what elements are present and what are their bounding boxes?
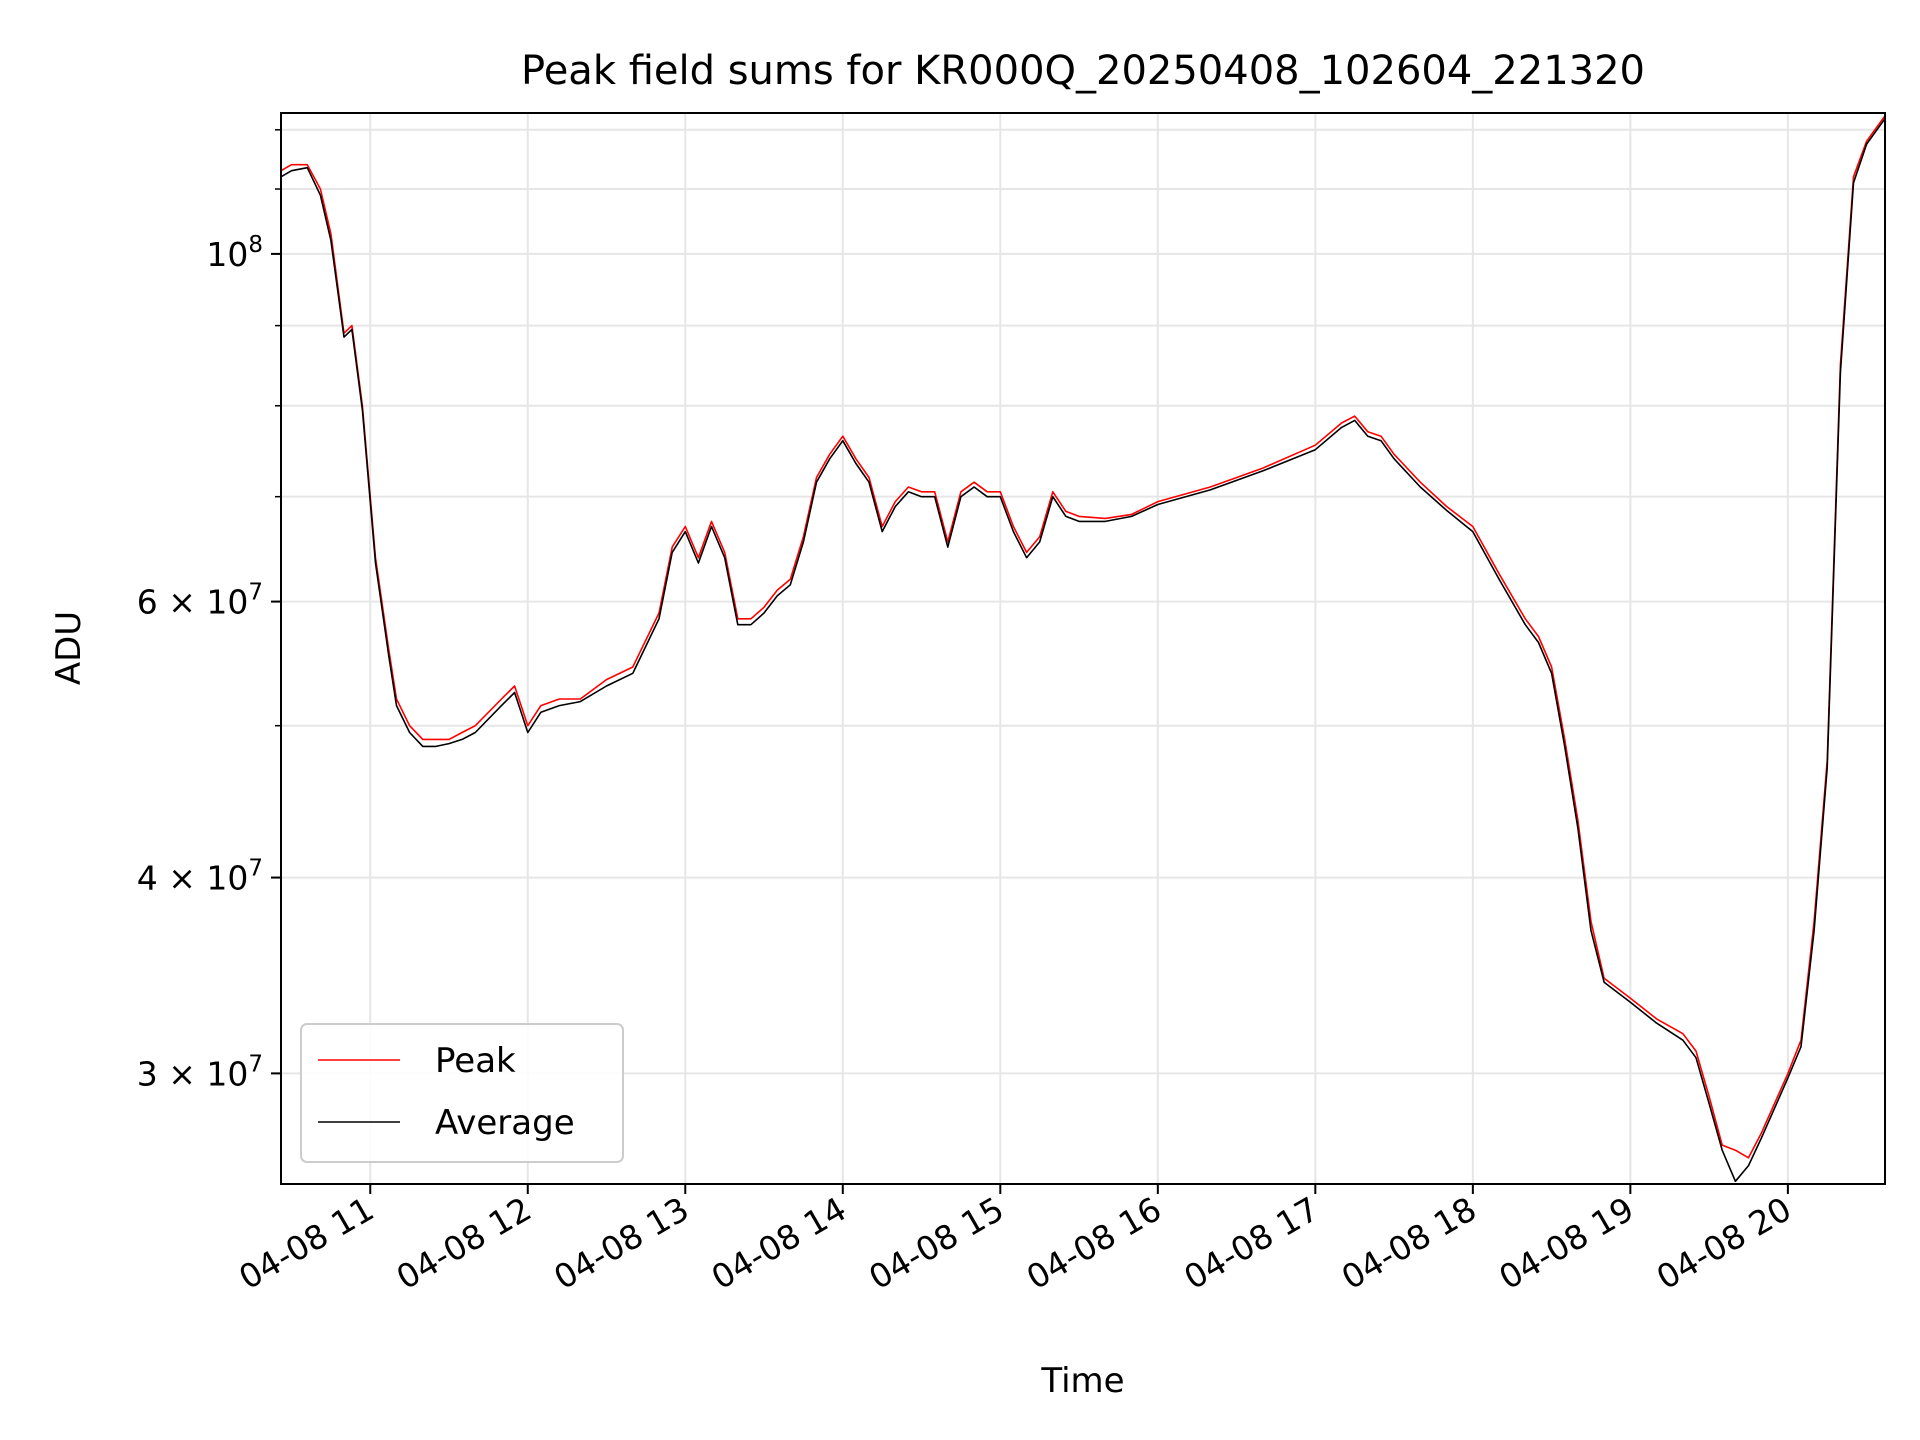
y-axis: 3 × 107 4 × 107 6 × 107 108 — [137, 129, 281, 1093]
legend-box — [300, 1023, 624, 1163]
y-tick-label: 4 × 107 — [137, 856, 263, 898]
series-line-peak — [280, 115, 1886, 1159]
y-tick-label: 6 × 107 — [137, 580, 263, 622]
legend-label-peak: Peak — [435, 1041, 516, 1081]
series-line-average — [280, 118, 1886, 1183]
plot-frame — [280, 112, 1886, 1185]
x-axis-title: Time — [1040, 1361, 1124, 1401]
legend-label-average: Average — [435, 1103, 575, 1143]
y-axis-title: ADU — [49, 611, 89, 685]
y-tick-label: 108 — [206, 232, 263, 274]
series-layer — [280, 115, 1886, 1183]
grid — [281, 113, 1885, 1184]
legend: Peak Average — [300, 1023, 624, 1163]
chart-title: Peak field sums for KR000Q_20250408_1026… — [521, 48, 1645, 94]
y-tick-label: 3 × 107 — [137, 1051, 263, 1093]
